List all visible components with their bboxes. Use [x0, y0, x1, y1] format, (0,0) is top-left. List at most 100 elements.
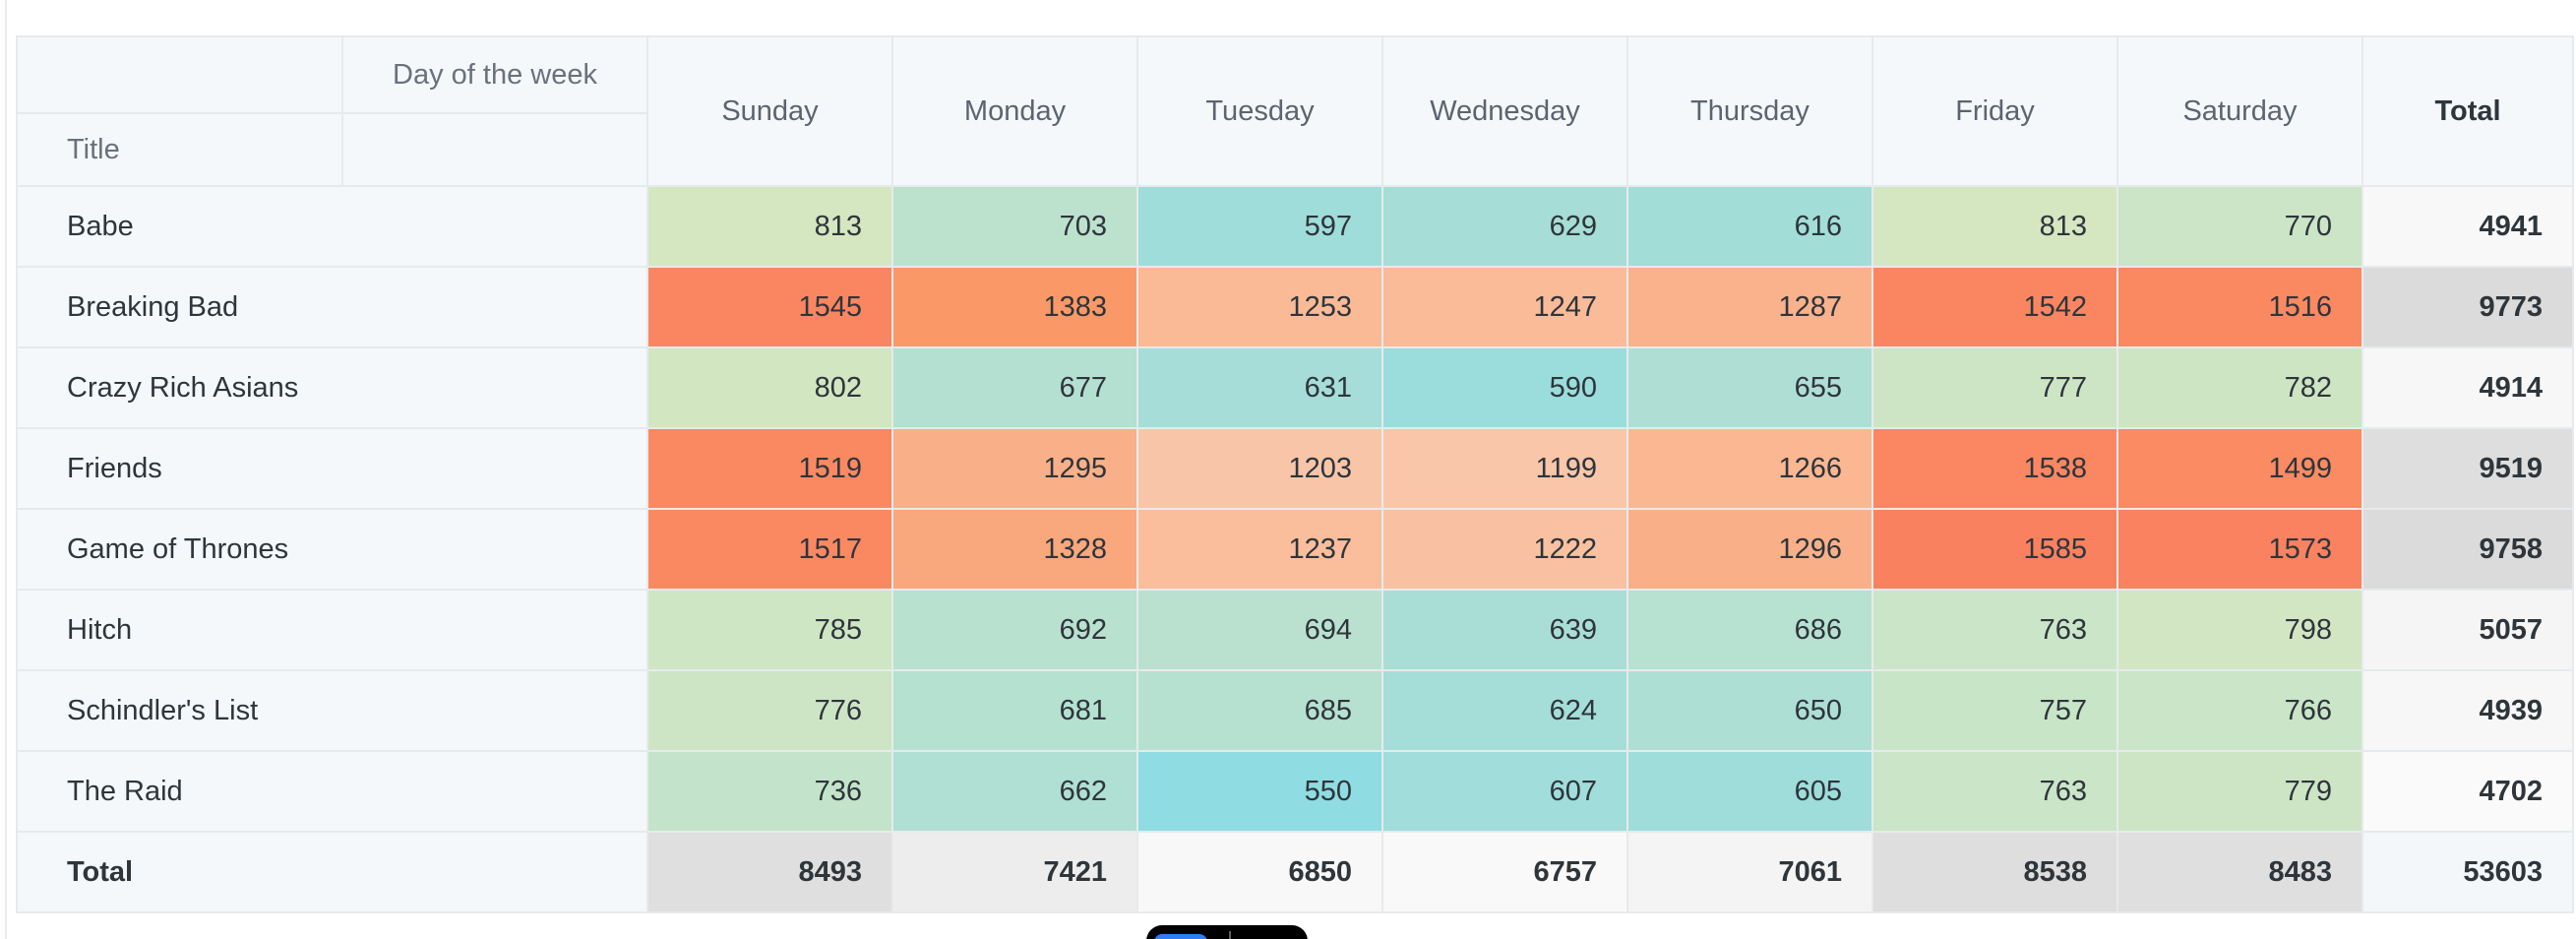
value-cell-sunday[interactable]: 802: [646, 346, 893, 429]
value-cell-sunday[interactable]: 785: [646, 589, 893, 671]
value-cell-friday[interactable]: 763: [1871, 589, 2118, 671]
total-cell-wednesday[interactable]: 6757: [1381, 831, 1628, 913]
value-cell-wednesday[interactable]: 639: [1381, 589, 1628, 671]
row-total-cell[interactable]: 4941: [2361, 185, 2574, 268]
row-label[interactable]: The Raid: [16, 750, 648, 833]
grand-total-cell[interactable]: 53603: [2361, 831, 2574, 913]
value-cell-saturday[interactable]: 782: [2116, 346, 2363, 429]
row-total-cell[interactable]: 9519: [2361, 427, 2574, 510]
value-cell-sunday[interactable]: 1517: [646, 508, 893, 591]
value-cell-friday[interactable]: 757: [1871, 669, 2118, 752]
value-cell-tuesday[interactable]: 1253: [1136, 266, 1383, 348]
row-total-cell[interactable]: 9758: [2361, 508, 2574, 591]
corner-empty-cell-2: [341, 112, 648, 187]
value-cell-tuesday[interactable]: 694: [1136, 589, 1383, 671]
value-cell-monday[interactable]: 1328: [891, 508, 1138, 591]
column-header-wednesday[interactable]: Wednesday: [1381, 35, 1628, 187]
table-row: The Raid 736 662 550 607 605 763 779 4702: [16, 750, 2574, 833]
value-cell-thursday[interactable]: 655: [1626, 346, 1873, 429]
value-cell-sunday[interactable]: 736: [646, 750, 893, 833]
value-cell-tuesday[interactable]: 550: [1136, 750, 1383, 833]
row-label[interactable]: Crazy Rich Asians: [16, 346, 648, 429]
value-cell-wednesday[interactable]: 590: [1381, 346, 1628, 429]
window-edge-line: [5, 0, 7, 939]
column-header-saturday[interactable]: Saturday: [2116, 35, 2363, 187]
toolbar-divider: [1229, 931, 1231, 939]
total-cell-friday[interactable]: 8538: [1871, 831, 2118, 913]
table-row: Hitch 785 692 694 639 686 763 798 5057: [16, 589, 2574, 671]
value-cell-wednesday[interactable]: 1222: [1381, 508, 1628, 591]
value-cell-wednesday[interactable]: 607: [1381, 750, 1628, 833]
row-label[interactable]: Hitch: [16, 589, 648, 671]
total-cell-saturday[interactable]: 8483: [2116, 831, 2363, 913]
column-header-friday[interactable]: Friday: [1871, 35, 2118, 187]
value-cell-saturday[interactable]: 798: [2116, 589, 2363, 671]
column-header-total[interactable]: Total: [2361, 35, 2574, 187]
value-cell-friday[interactable]: 763: [1871, 750, 2118, 833]
value-cell-saturday[interactable]: 1499: [2116, 427, 2363, 510]
value-cell-thursday[interactable]: 616: [1626, 185, 1873, 268]
value-cell-wednesday[interactable]: 629: [1381, 185, 1628, 268]
value-cell-thursday[interactable]: 605: [1626, 750, 1873, 833]
value-cell-monday[interactable]: 1295: [891, 427, 1138, 510]
value-cell-monday[interactable]: 703: [891, 185, 1138, 268]
row-label[interactable]: Babe: [16, 185, 648, 268]
value-cell-saturday[interactable]: 1516: [2116, 266, 2363, 348]
row-total-cell[interactable]: 4939: [2361, 669, 2574, 752]
column-header-tuesday[interactable]: Tuesday: [1136, 35, 1383, 187]
value-cell-saturday[interactable]: 766: [2116, 669, 2363, 752]
value-cell-sunday[interactable]: 1519: [646, 427, 893, 510]
value-cell-thursday[interactable]: 1266: [1626, 427, 1873, 510]
row-total-cell[interactable]: 4914: [2361, 346, 2574, 429]
value-cell-tuesday[interactable]: 1237: [1136, 508, 1383, 591]
value-cell-friday[interactable]: 1538: [1871, 427, 2118, 510]
row-total-cell[interactable]: 9773: [2361, 266, 2574, 348]
row-label[interactable]: Friends: [16, 427, 648, 510]
value-cell-thursday[interactable]: 1296: [1626, 508, 1873, 591]
value-cell-friday[interactable]: 1542: [1871, 266, 2118, 348]
value-cell-thursday[interactable]: 650: [1626, 669, 1873, 752]
value-cell-saturday[interactable]: 779: [2116, 750, 2363, 833]
row-total-cell[interactable]: 5057: [2361, 589, 2574, 671]
total-cell-thursday[interactable]: 7061: [1626, 831, 1873, 913]
total-row: Total 8493 7421 6850 6757 7061 8538 8483 53603: [16, 831, 2574, 913]
value-cell-friday[interactable]: 813: [1871, 185, 2118, 268]
value-cell-thursday[interactable]: 1287: [1626, 266, 1873, 348]
value-cell-sunday[interactable]: 776: [646, 669, 893, 752]
value-cell-monday[interactable]: 662: [891, 750, 1138, 833]
value-cell-thursday[interactable]: 686: [1626, 589, 1873, 671]
total-cell-sunday[interactable]: 8493: [646, 831, 893, 913]
value-cell-monday[interactable]: 692: [891, 589, 1138, 671]
row-total-cell[interactable]: 4702: [2361, 750, 2574, 833]
value-cell-tuesday[interactable]: 685: [1136, 669, 1383, 752]
total-row-label[interactable]: Total: [16, 831, 648, 913]
value-cell-wednesday[interactable]: 1247: [1381, 266, 1628, 348]
value-cell-monday[interactable]: 681: [891, 669, 1138, 752]
value-cell-friday[interactable]: 777: [1871, 346, 2118, 429]
value-cell-saturday[interactable]: 770: [2116, 185, 2363, 268]
value-cell-wednesday[interactable]: 1199: [1381, 427, 1628, 510]
pivot-table: Day of the week Sunday Monday Tuesday Wedne…: [16, 35, 2574, 913]
value-cell-friday[interactable]: 1585: [1871, 508, 2118, 591]
row-label[interactable]: Breaking Bad: [16, 266, 648, 348]
value-cell-saturday[interactable]: 1573: [2116, 508, 2363, 591]
value-cell-sunday[interactable]: 1545: [646, 266, 893, 348]
row-group-label: Title: [16, 112, 343, 187]
value-cell-tuesday[interactable]: 597: [1136, 185, 1383, 268]
floating-toolbar[interactable]: [1146, 925, 1308, 939]
toolbar-blue-button[interactable]: [1154, 934, 1207, 939]
value-cell-tuesday[interactable]: 631: [1136, 346, 1383, 429]
column-header-sunday[interactable]: Sunday: [646, 35, 893, 187]
value-cell-wednesday[interactable]: 624: [1381, 669, 1628, 752]
column-header-thursday[interactable]: Thursday: [1626, 35, 1873, 187]
column-header-monday[interactable]: Monday: [891, 35, 1138, 187]
total-cell-tuesday[interactable]: 6850: [1136, 831, 1383, 913]
value-cell-sunday[interactable]: 813: [646, 185, 893, 268]
row-label[interactable]: Game of Thrones: [16, 508, 648, 591]
value-cell-monday[interactable]: 677: [891, 346, 1138, 429]
total-cell-monday[interactable]: 7421: [891, 831, 1138, 913]
value-cell-monday[interactable]: 1383: [891, 266, 1138, 348]
table-row: Game of Thrones 1517 1328 1237 1222 1296 1585 1…: [16, 508, 2574, 591]
value-cell-tuesday[interactable]: 1203: [1136, 427, 1383, 510]
row-label[interactable]: Schindler's List: [16, 669, 648, 752]
